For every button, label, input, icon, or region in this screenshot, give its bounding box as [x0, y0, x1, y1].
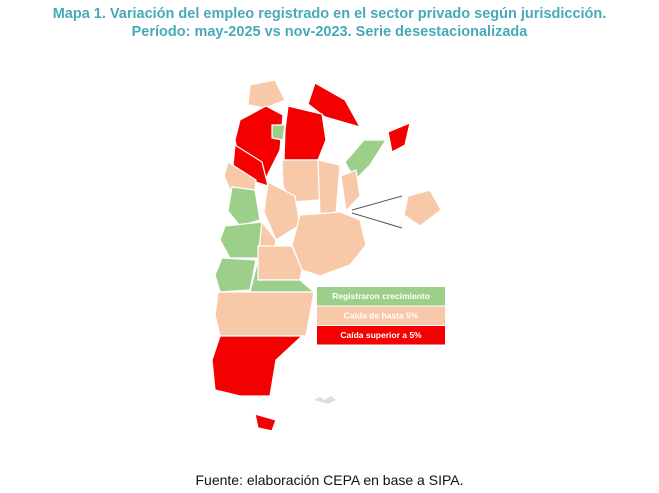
- province: [403, 189, 442, 227]
- province: [219, 221, 263, 259]
- province: [263, 181, 301, 241]
- legend-label: Caída de hasta 5%: [344, 310, 419, 320]
- subtitle-line: Período: may-2025 vs nov-2023. Serie des…: [131, 24, 528, 40]
- province: [291, 211, 367, 277]
- province: [232, 143, 269, 187]
- islands: [314, 396, 336, 404]
- province: [227, 186, 261, 227]
- provinces: [211, 79, 442, 432]
- province: [249, 259, 316, 293]
- legend-swatch: [317, 287, 445, 306]
- province: [387, 122, 411, 153]
- province: [271, 124, 286, 141]
- province: [283, 105, 327, 161]
- province: [247, 79, 286, 109]
- province: [211, 335, 304, 397]
- legend: Registraron crecimiento Caída de hasta 5%…: [317, 287, 445, 345]
- callout-line: [351, 195, 403, 211]
- province: [281, 159, 321, 203]
- province: [340, 169, 361, 213]
- province: [214, 291, 315, 337]
- province: [254, 413, 277, 432]
- province: [214, 257, 257, 293]
- legend-label: Registraron crecimiento: [332, 291, 430, 301]
- title-line: Mapa 1. Variación del empleo registrado …: [52, 6, 607, 22]
- legend-swatch: [317, 326, 445, 345]
- legend-label: Caída superior a 5%: [340, 330, 422, 340]
- callout-line: [351, 212, 403, 229]
- province: [317, 159, 341, 216]
- legend-swatch: [317, 306, 445, 325]
- source: Fuente: elaboración CEPA en base a SIPA.: [195, 472, 464, 488]
- province: [307, 82, 362, 128]
- map: Registraron crecimiento Caída de hasta 5%…: [211, 79, 445, 432]
